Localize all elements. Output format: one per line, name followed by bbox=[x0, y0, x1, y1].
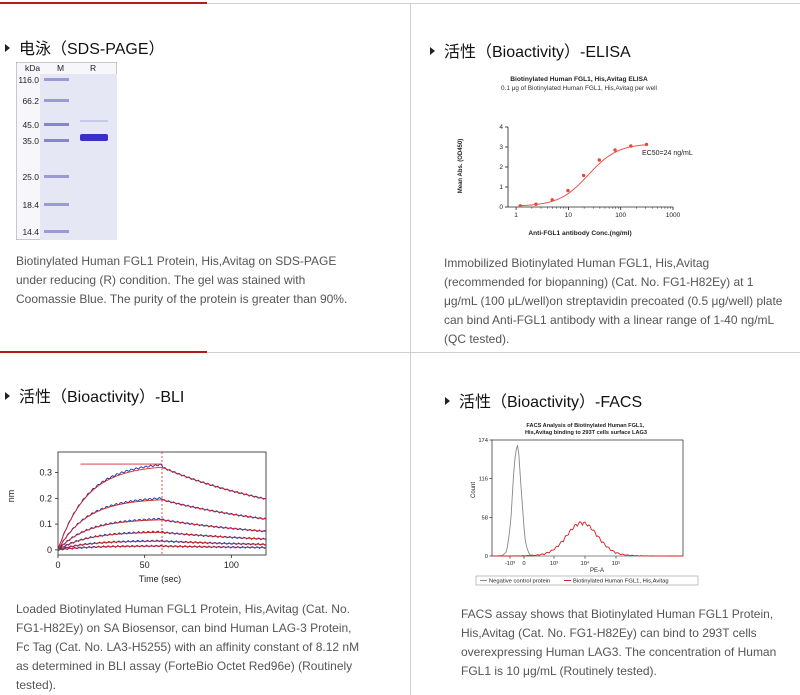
bli-title: 活性（Bioactivity）-BLI bbox=[5, 383, 184, 407]
bli-fit-curve bbox=[57, 466, 267, 550]
bli-y-tick-label: 0.3 bbox=[39, 468, 52, 478]
facs-y-tick-label: 174 bbox=[478, 438, 488, 444]
bli-fit-curve bbox=[57, 540, 267, 551]
top-divider bbox=[0, 2, 800, 4]
elisa-data-point bbox=[518, 204, 522, 208]
bli-fit-curve bbox=[57, 545, 267, 551]
middle-divider bbox=[0, 351, 800, 353]
elisa-chart-title: Biotinylated Human FGL1, His,Avitag ELIS… bbox=[510, 76, 648, 83]
facs-negative-control-curve bbox=[491, 445, 683, 557]
elisa-data-point bbox=[644, 142, 649, 147]
bullet-triangle-icon bbox=[430, 47, 435, 55]
facs-fgl1-curve bbox=[491, 521, 683, 557]
facs-legend-fgl1: Biotinylated Human FGL1, His,Avitag bbox=[573, 579, 669, 585]
elisa-chart-subtitle: 0.1 μg of Biotinylated Human FGL1, His,A… bbox=[501, 85, 657, 92]
bli-chart: nm Time (sec) 0 0.1 0.2 0.3 0 50 100 bbox=[6, 451, 267, 584]
elisa-ec50-annotation: EC50=24 ng/mL bbox=[642, 150, 693, 157]
marker-label: 18.4 bbox=[22, 200, 39, 210]
column-divider-bottom bbox=[410, 352, 411, 695]
bli-description: Loaded Biotinylated Human FGL1 Protein, … bbox=[16, 602, 360, 692]
bli-measured-curve bbox=[57, 496, 267, 550]
facs-description: FACS assay shows that Biotinylated Human… bbox=[461, 607, 777, 678]
elisa-data-point bbox=[629, 144, 633, 148]
facs-x-tick-label: -10³ bbox=[505, 561, 515, 567]
bli-x-axis-label: Time (sec) bbox=[139, 574, 181, 584]
facs-chart: FACS Analysis of Biotinylated Human FGL1… bbox=[471, 423, 699, 586]
facs-chart-title: FACS Analysis of Biotinylated Human FGL1… bbox=[525, 423, 647, 436]
elisa-data-point bbox=[566, 188, 570, 193]
elisa-data-point bbox=[534, 202, 538, 206]
elisa-y-tick-label: 0 bbox=[499, 204, 503, 211]
bullet-triangle-icon bbox=[5, 392, 10, 400]
elisa-y-tick-label: 4 bbox=[499, 124, 503, 131]
bli-fit-curve bbox=[57, 531, 267, 551]
elisa-y-tick-label: 1 bbox=[499, 184, 503, 191]
elisa-fit-curve bbox=[520, 144, 647, 207]
elisa-x-tick-label: 1000 bbox=[666, 212, 681, 219]
marker-label: 35.0 bbox=[22, 136, 39, 146]
marker-label: 45.0 bbox=[22, 120, 39, 130]
elisa-x-tick-label: 100 bbox=[615, 212, 626, 219]
marker-label: 14.4 bbox=[22, 227, 39, 237]
elisa-chart: Biotinylated Human FGL1, His,Avitag ELIS… bbox=[458, 76, 693, 237]
sds-page-description: Biotinylated Human FGL1 Protein, His,Avi… bbox=[16, 254, 348, 306]
marker-label: 25.0 bbox=[22, 172, 39, 182]
elisa-x-tick-label: 1 bbox=[514, 212, 518, 219]
facs-legend-negative: Negative control protein bbox=[489, 579, 550, 585]
gel-marker-labels: 116.0 66.2 45.0 35.0 25.0 18.4 14.4 bbox=[18, 75, 39, 237]
elisa-x-tick-label: 10 bbox=[565, 212, 573, 219]
bullet-triangle-icon bbox=[5, 44, 10, 52]
elisa-y-tick-label: 2 bbox=[499, 164, 503, 171]
facs-y-tick-label: 0 bbox=[485, 554, 488, 560]
facs-y-tick-label: 58 bbox=[482, 515, 488, 521]
bullet-triangle-icon bbox=[445, 397, 450, 405]
elisa-data-point bbox=[581, 173, 586, 178]
gel-kda-label: kDa bbox=[25, 63, 40, 73]
facs-x-tick-label: 10³ bbox=[550, 561, 558, 567]
elisa-x-axis-label: Anti-FGL1 antibody Conc.(ng/ml) bbox=[528, 230, 631, 237]
facs-legend bbox=[475, 575, 699, 586]
facs-title: 活性（Bioactivity）-FACS bbox=[445, 388, 642, 412]
facs-x-axis-label: PE-A bbox=[590, 568, 604, 574]
bli-y-tick-label: 0.2 bbox=[39, 493, 52, 503]
sample-band bbox=[80, 134, 108, 141]
marker-label: 66.2 bbox=[22, 96, 39, 106]
marker-label: 116.0 bbox=[18, 75, 39, 85]
elisa-y-axis-label: Mean Abs. (OD450) bbox=[458, 139, 464, 193]
gel-lane-label-m: M bbox=[57, 63, 64, 73]
facs-x-tick-label: 10⁵ bbox=[612, 560, 621, 567]
sds-page-gel: kDa M R 116.0 66.2 45.0 35.0 25.0 18.4 1… bbox=[16, 62, 117, 240]
bli-fit-curve bbox=[57, 499, 267, 551]
elisa-y-tick-label: 3 bbox=[499, 144, 503, 151]
elisa-description: Immobilized Biotinylated Human FGL1, His… bbox=[444, 256, 783, 346]
bli-y-axis-label: nm bbox=[6, 490, 16, 503]
bli-y-tick-label: 0.1 bbox=[39, 519, 52, 529]
facs-x-tick-label: 10⁴ bbox=[581, 560, 590, 567]
bli-x-tick-label: 100 bbox=[224, 560, 239, 570]
facs-y-tick-label: 116 bbox=[479, 477, 488, 483]
bli-x-tick-label: 0 bbox=[55, 560, 60, 570]
bli-y-tick-label: 0 bbox=[47, 545, 52, 555]
bli-fit-curve bbox=[57, 519, 267, 551]
elisa-title: 活性（Bioactivity）-ELISA bbox=[430, 38, 631, 62]
elisa-data-point bbox=[550, 198, 554, 202]
column-divider-top bbox=[410, 3, 411, 352]
elisa-data-point bbox=[613, 148, 617, 152]
bli-x-tick-label: 50 bbox=[140, 560, 150, 570]
marker-bands bbox=[44, 78, 69, 233]
gel-lane-label-r: R bbox=[90, 63, 96, 73]
facs-plot-frame bbox=[491, 439, 684, 557]
facs-x-tick-label: 0 bbox=[522, 561, 525, 567]
elisa-data-point bbox=[597, 158, 602, 162]
facs-y-axis-label: Count bbox=[471, 482, 477, 498]
sds-page-title: 电泳（SDS-PAGE） bbox=[5, 35, 165, 59]
